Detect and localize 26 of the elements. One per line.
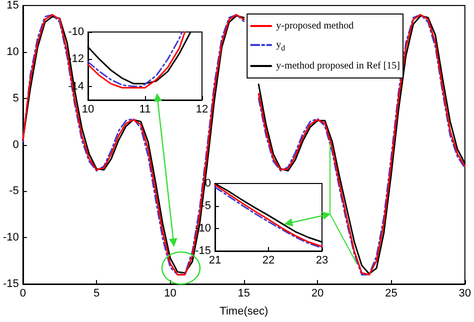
y-tick-label: 5: [12, 92, 19, 104]
y-tick-label: -5: [9, 185, 19, 198]
legend-label: y-proposed method: [276, 20, 354, 32]
x-tick-label: 15: [238, 288, 250, 300]
x-tick-label: 11: [139, 104, 151, 116]
y-tick-label: 0: [204, 178, 211, 190]
x-tick-label: 20: [311, 288, 324, 300]
x-tick-label: 10: [82, 104, 94, 116]
y-tick-label: -10: [68, 26, 84, 38]
y-tick-label: 15: [6, 0, 19, 12]
x-tick-label: 23: [316, 254, 328, 266]
x-tick-label: 25: [385, 288, 398, 300]
x-tick-label: 5: [94, 288, 100, 300]
y-tick-label: -15: [195, 245, 211, 257]
y-tick-label: 10: [6, 46, 19, 58]
y-tick-label: -15: [2, 278, 19, 290]
x-tick-label: 30: [458, 288, 472, 300]
legend-label: y-method proposed in Ref [15]: [276, 60, 400, 72]
x-tick-label: 21: [208, 254, 222, 266]
x-tick-label: 22: [262, 254, 275, 266]
x-tick-label: 10: [164, 288, 176, 300]
y-tick-label: -10: [2, 232, 19, 244]
x-tick-label: 12: [196, 104, 208, 116]
y-tick-label: -5: [201, 200, 211, 212]
x-axis-title: Time(sec): [220, 306, 268, 318]
y-tick-label: 0: [12, 138, 19, 151]
